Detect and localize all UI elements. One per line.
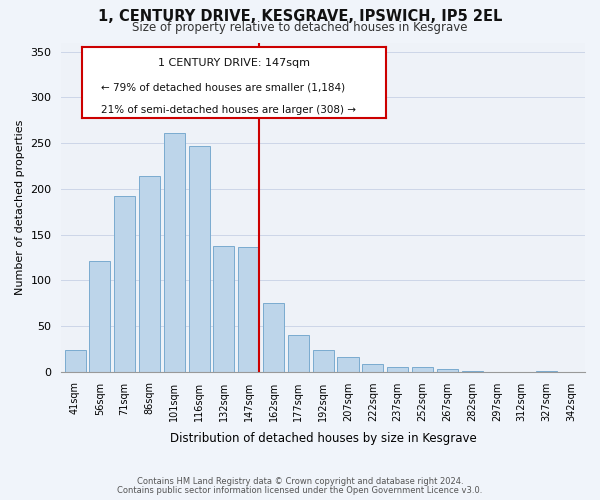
Bar [288,335,309,372]
Bar [89,261,110,372]
Bar [139,176,160,372]
Bar [437,369,458,372]
Text: 1, CENTURY DRIVE, KESGRAVE, IPSWICH, IP5 2EL: 1, CENTURY DRIVE, KESGRAVE, IPSWICH, IP5… [98,9,502,24]
Bar [114,196,135,372]
Bar [412,367,433,372]
Bar [536,371,557,372]
Bar [238,248,259,372]
X-axis label: Distribution of detached houses by size in Kesgrave: Distribution of detached houses by size … [170,432,476,445]
Text: Size of property relative to detached houses in Kesgrave: Size of property relative to detached ho… [132,21,468,34]
Bar [362,364,383,372]
Bar [337,357,359,372]
Bar [263,303,284,372]
Text: Contains public sector information licensed under the Open Government Licence v3: Contains public sector information licen… [118,486,482,495]
Y-axis label: Number of detached properties: Number of detached properties [15,120,25,295]
Text: Contains HM Land Registry data © Crown copyright and database right 2024.: Contains HM Land Registry data © Crown c… [137,477,463,486]
Bar [387,367,408,372]
Bar [65,350,86,372]
Bar [164,133,185,372]
Bar [313,350,334,372]
Bar [214,246,235,372]
Bar [188,146,209,372]
Bar [461,371,482,372]
